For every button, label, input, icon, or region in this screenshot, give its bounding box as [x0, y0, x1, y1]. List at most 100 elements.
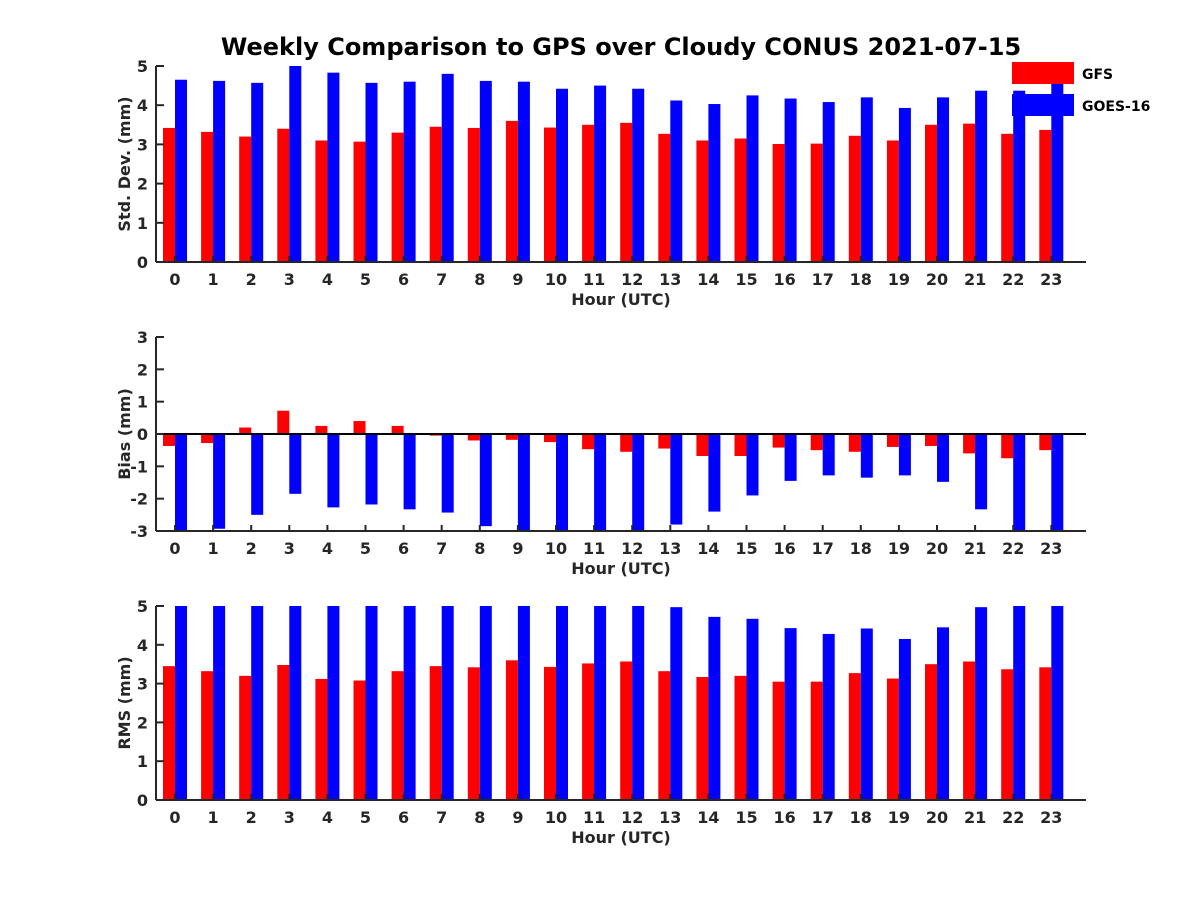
x-tick-label-bias-14: 14: [697, 539, 719, 558]
bar-bias-gfs-17: [810, 434, 823, 451]
bar-stddev-goes16-4: [327, 72, 340, 262]
bar-stddev-gfs-21: [963, 123, 976, 263]
bar-rms-gfs-7: [429, 666, 442, 800]
bar-rms-gfs-16: [772, 681, 785, 800]
y-tick-label-bias-0: 0: [137, 425, 148, 444]
bar-bias-gfs-8: [467, 434, 480, 441]
y-tick-label-stddev-0: 0: [137, 253, 148, 272]
legend: GFS GOES-16: [1012, 62, 1150, 116]
x-tick-label-stddev-11: 11: [583, 270, 605, 289]
x-tick-label-rms-2: 2: [246, 808, 257, 827]
bar-rms-gfs-19: [886, 678, 899, 800]
x-tick-label-bias-15: 15: [735, 539, 757, 558]
x-tick-label-stddev-4: 4: [322, 270, 333, 289]
bar-stddev-goes16-2: [251, 82, 264, 262]
x-tick-label-rms-0: 0: [169, 808, 180, 827]
bar-stddev-gfs-16: [772, 144, 785, 262]
bar-stddev-gfs-18: [848, 135, 861, 262]
bar-bias-gfs-13: [658, 434, 671, 449]
y-tick-label-bias--3: -3: [130, 522, 148, 541]
bar-bias-gfs-14: [696, 434, 709, 456]
bar-rms-goes16-13: [670, 607, 683, 800]
bar-bias-gfs-6: [391, 425, 404, 434]
y-tick-label-rms-2: 2: [137, 713, 148, 732]
bar-stddev-goes16-18: [860, 97, 873, 262]
bar-rms-goes16-15: [746, 618, 759, 800]
x-tick-label-rms-9: 9: [512, 808, 523, 827]
bar-bias-gfs-3: [277, 410, 290, 434]
bar-stddev-goes16-10: [556, 88, 568, 263]
bar-stddev-gfs-4: [315, 140, 328, 262]
bar-bias-gfs-1: [201, 434, 214, 444]
bar-stddev-goes16-1: [213, 80, 226, 262]
y-tick-label-stddev-1: 1: [137, 214, 148, 233]
bar-bias-goes16-7: [441, 434, 454, 513]
bar-stddev-gfs-2: [239, 136, 252, 262]
x-tick-label-stddev-21: 21: [964, 270, 986, 289]
bar-bias-goes16-4: [327, 434, 340, 508]
x-tick-label-stddev-5: 5: [360, 270, 371, 289]
bar-bias-goes16-1: [213, 434, 226, 529]
bar-bias-gfs-2: [239, 427, 252, 434]
bar-rms-goes16-3: [289, 606, 302, 800]
x-tick-label-stddev-15: 15: [735, 270, 757, 289]
bar-rms-gfs-23: [1039, 667, 1052, 800]
legend-swatch-goes16: [1012, 94, 1074, 116]
x-tick-label-rms-10: 10: [545, 808, 567, 827]
bar-stddev-gfs-11: [582, 124, 595, 262]
y-tick-label-bias--1: -1: [130, 457, 148, 476]
x-tick-label-bias-4: 4: [322, 539, 333, 558]
y-tick-label-bias--2: -2: [130, 490, 148, 509]
y-tick-label-rms-4: 4: [137, 636, 148, 655]
x-tick-label-bias-19: 19: [888, 539, 910, 558]
bar-stddev-goes16-19: [898, 107, 911, 262]
bar-rms-goes16-2: [251, 606, 264, 800]
bar-bias-gfs-5: [353, 421, 366, 434]
bar-stddev-gfs-5: [353, 141, 366, 262]
chart-title: Weekly Comparison to GPS over Cloudy CON…: [221, 33, 1021, 61]
bar-rms-goes16-4: [327, 606, 340, 800]
x-tick-label-stddev-20: 20: [926, 270, 948, 289]
bar-rms-goes16-11: [594, 606, 607, 800]
x-tick-label-bias-10: 10: [545, 539, 567, 558]
bar-bias-gfs-21: [963, 434, 976, 454]
x-tick-label-rms-14: 14: [697, 808, 719, 827]
bar-rms-gfs-15: [734, 675, 747, 800]
bar-stddev-goes16-9: [517, 81, 530, 263]
x-tick-label-bias-12: 12: [621, 539, 643, 558]
x-tick-label-rms-16: 16: [773, 808, 795, 827]
bar-stddev-goes16-15: [746, 95, 759, 263]
bar-bias-goes16-22: [1013, 434, 1026, 531]
bar-rms-goes16-1: [213, 606, 226, 800]
x-tick-label-stddev-19: 19: [888, 270, 910, 289]
bar-bias-gfs-19: [886, 434, 899, 447]
x-axis-label-bias: Hour (UTC): [571, 559, 671, 578]
x-tick-label-bias-8: 8: [474, 539, 485, 558]
bar-stddev-goes16-21: [975, 90, 988, 262]
bar-rms-goes16-18: [860, 628, 873, 800]
x-tick-label-rms-4: 4: [322, 808, 333, 827]
x-tick-label-bias-17: 17: [812, 539, 834, 558]
y-tick-label-stddev-3: 3: [137, 135, 148, 154]
bar-rms-goes16-6: [403, 606, 416, 800]
x-tick-label-bias-6: 6: [398, 539, 409, 558]
y-axis-label-stddev: Std. Dev. (mm): [115, 96, 134, 231]
bar-stddev-gfs-9: [505, 120, 518, 262]
x-tick-label-stddev-9: 9: [512, 270, 523, 289]
x-tick-label-stddev-14: 14: [697, 270, 719, 289]
x-tick-label-rms-20: 20: [926, 808, 948, 827]
x-tick-label-rms-11: 11: [583, 808, 605, 827]
bar-bias-goes16-12: [632, 434, 645, 531]
x-tick-label-bias-18: 18: [850, 539, 872, 558]
legend-label-goes16: GOES-16: [1082, 99, 1150, 115]
x-tick-label-rms-23: 23: [1040, 808, 1062, 827]
x-tick-label-rms-12: 12: [621, 808, 643, 827]
bar-stddev-gfs-19: [886, 140, 899, 262]
bar-rms-gfs-8: [467, 667, 480, 800]
bar-rms-goes16-7: [441, 606, 454, 800]
bar-stddev-gfs-6: [391, 132, 404, 262]
bar-bias-gfs-22: [1001, 434, 1014, 459]
bar-stddev-gfs-23: [1039, 129, 1052, 262]
bar-stddev-goes16-11: [594, 85, 607, 262]
